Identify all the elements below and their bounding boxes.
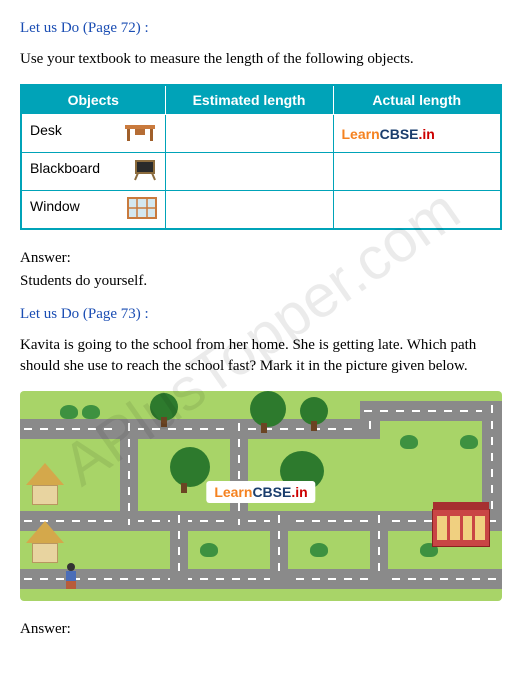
answer1-text: Students do yourself. xyxy=(20,271,502,292)
school-icon xyxy=(432,509,490,547)
learncbse-logo: LearnCBSE.in xyxy=(342,126,435,142)
bush-icon xyxy=(310,543,328,557)
logo-part2: CBSE xyxy=(252,484,291,500)
row-label: Blackboard xyxy=(30,160,100,176)
bush-icon xyxy=(400,435,418,449)
logo-part3: .in xyxy=(291,484,307,500)
header-estimated: Estimated length xyxy=(165,85,333,115)
window-icon xyxy=(127,197,157,222)
logo-part2: CBSE xyxy=(380,126,419,142)
row-label: Window xyxy=(30,198,80,214)
section1-intro: Use your textbook to measure the length … xyxy=(20,49,502,70)
table-row: Desk LearnCBSE.in xyxy=(21,115,501,153)
table-row: Window xyxy=(21,191,501,230)
bush-icon xyxy=(82,405,100,419)
logo-part1: Learn xyxy=(342,126,380,142)
section1-title: Let us Do (Page 72) : xyxy=(20,20,502,37)
section2-intro: Kavita is going to the school from her h… xyxy=(20,335,502,377)
row-label: Desk xyxy=(30,122,62,138)
logo-part3: .in xyxy=(419,126,435,142)
desk-icon xyxy=(123,121,157,146)
answer1-label: Answer: xyxy=(20,248,502,269)
person-icon xyxy=(64,563,78,589)
measurement-table: Objects Estimated length Actual length D… xyxy=(20,84,502,230)
header-objects: Objects xyxy=(21,85,165,115)
tree-icon xyxy=(250,391,286,427)
table-row: Blackboard xyxy=(21,153,501,191)
tree-icon xyxy=(150,393,178,421)
section2-title: Let us Do (Page 73) : xyxy=(20,306,502,323)
bush-icon xyxy=(200,543,218,557)
bush-icon xyxy=(60,405,78,419)
tree-icon xyxy=(300,397,328,425)
logo-part1: Learn xyxy=(214,484,252,500)
tree-icon xyxy=(170,447,210,487)
hut-icon xyxy=(26,521,64,563)
answer2-label: Answer: xyxy=(20,619,502,640)
table-header-row: Objects Estimated length Actual length xyxy=(21,85,501,115)
learncbse-logo: LearnCBSE.in xyxy=(206,481,315,503)
bush-icon xyxy=(460,435,478,449)
map-illustration: LearnCBSE.in xyxy=(20,391,502,601)
hut-icon xyxy=(26,463,64,505)
blackboard-icon xyxy=(133,159,157,184)
header-actual: Actual length xyxy=(333,85,501,115)
